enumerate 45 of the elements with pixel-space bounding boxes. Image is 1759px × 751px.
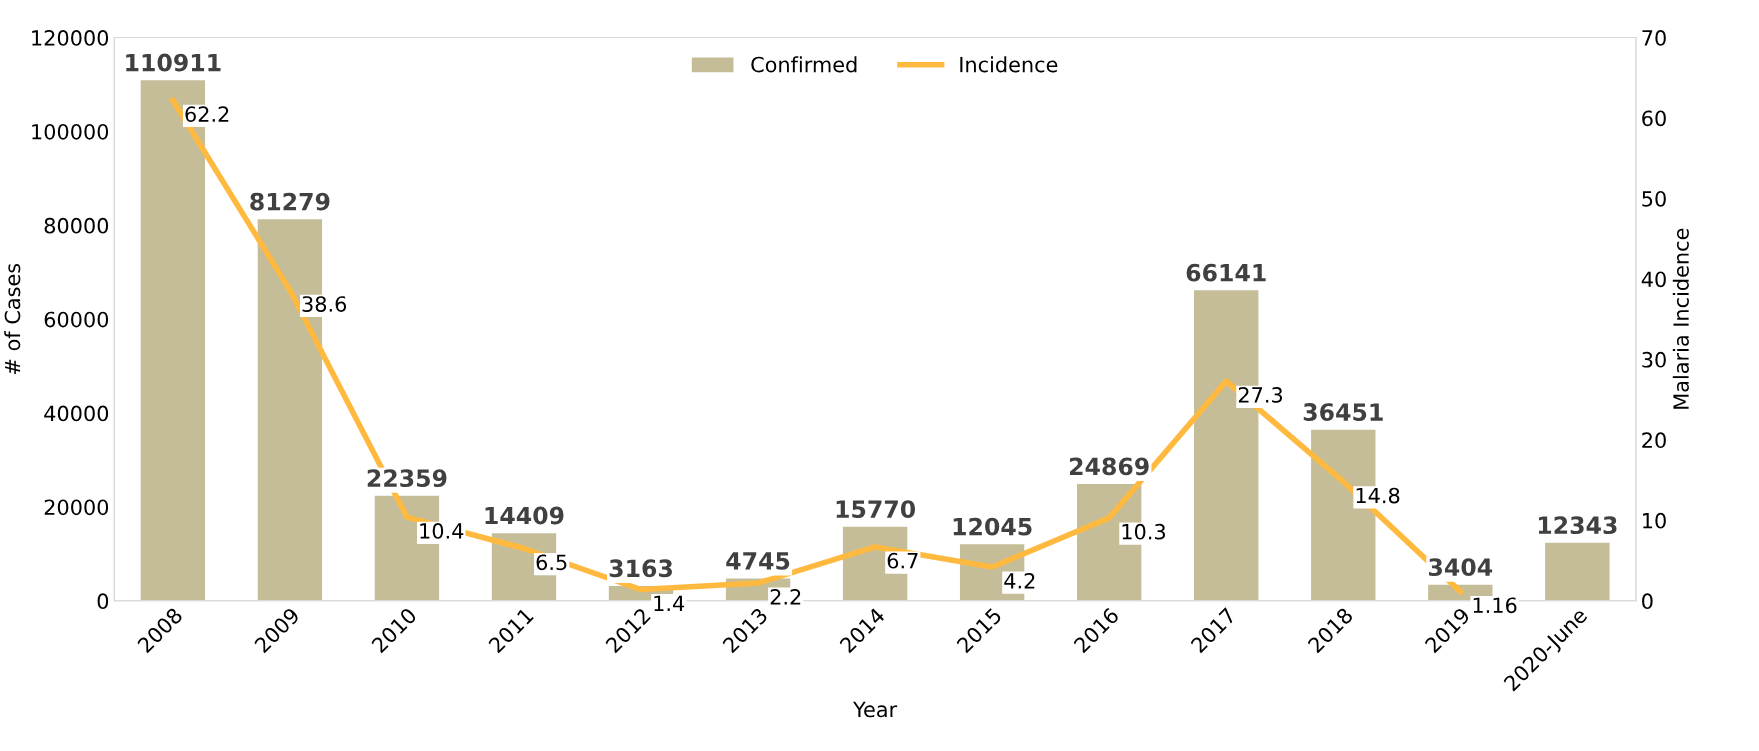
y-axis-title: # of Cases <box>4 263 21 374</box>
data-label: 4.2 <box>1004 572 1035 589</box>
data-label: 81279 <box>250 192 330 211</box>
y-tick-label: 120000 <box>32 30 109 46</box>
data-label: 110911 <box>126 53 221 72</box>
y2-tick-label: 0 <box>1642 593 1653 610</box>
y2-tick-label: 70 <box>1642 30 1666 46</box>
y2-tick-label: 30 <box>1642 351 1666 368</box>
data-label: 6.5 <box>536 554 567 571</box>
y-tick-label: 20000 <box>44 499 109 516</box>
data-label: 2.2 <box>770 589 801 605</box>
data-label: 3163 <box>609 559 672 578</box>
y2-axis-title: Malaria Incidence <box>1672 228 1689 409</box>
data-label: 12045 <box>953 517 1032 536</box>
y-tick-label: 40000 <box>44 405 109 422</box>
data-label: 24869 <box>1069 457 1149 476</box>
y-tick-label: 60000 <box>44 311 109 328</box>
data-label: 14.8 <box>1356 487 1400 504</box>
legend-label: Incidence <box>960 56 1058 73</box>
data-label: 3404 <box>1429 558 1493 577</box>
data-label: 27.3 <box>1238 387 1283 403</box>
y2-tick-label: 20 <box>1642 432 1666 449</box>
data-label: 15770 <box>836 500 916 519</box>
data-label: 1.4 <box>654 595 685 611</box>
data-label: 38.6 <box>302 296 347 312</box>
legend-label: Confirmed <box>751 56 857 73</box>
data-label: 14409 <box>485 506 564 525</box>
x-axis-title: Year <box>853 701 898 718</box>
y2-tick-label: 40 <box>1641 271 1666 288</box>
y2-tick-label: 60 <box>1642 110 1666 127</box>
y-tick-label: 0 <box>97 593 109 610</box>
data-label: 36451 <box>1303 403 1383 421</box>
data-label: 4745 <box>726 552 790 570</box>
data-label: 12343 <box>1538 516 1617 535</box>
data-label: 62.2 <box>185 106 229 122</box>
data-label: 66141 <box>1186 263 1266 282</box>
y-tick-label: 100000 <box>32 123 109 140</box>
y2-tick-label: 10 <box>1643 512 1666 529</box>
data-label: 6.7 <box>887 552 918 569</box>
y-tick-label: 80000 <box>44 217 109 234</box>
bar <box>1545 542 1610 601</box>
y2-tick-label: 50 <box>1642 190 1666 207</box>
data-label: 22359 <box>367 469 447 488</box>
data-label: 10.3 <box>1122 523 1166 540</box>
data-label: 10.4 <box>420 523 464 539</box>
